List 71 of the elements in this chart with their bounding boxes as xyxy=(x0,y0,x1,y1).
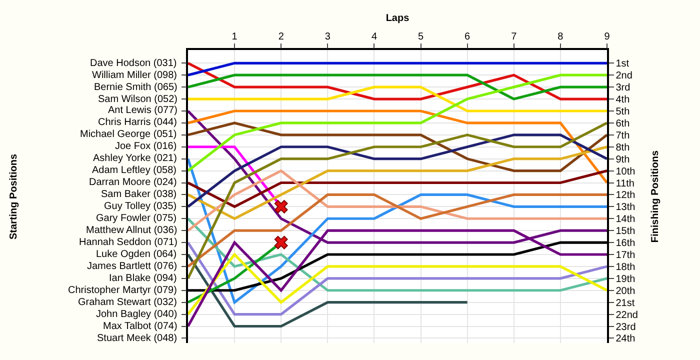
y-tick-label: 13th xyxy=(616,202,636,214)
y-tick-label: 15th xyxy=(616,226,636,238)
x-tick-label: 6 xyxy=(464,31,471,42)
y-tick-label: 10th xyxy=(616,166,636,178)
y-tick-label: 23rd xyxy=(616,322,636,333)
y-tick-label: 3rd xyxy=(616,82,630,94)
series-label: Ashley Yorke (021) xyxy=(93,153,177,164)
y-tick-label: 11th xyxy=(616,178,634,190)
x-tick-label: 2 xyxy=(278,31,284,42)
line-series xyxy=(188,241,607,316)
line-series xyxy=(188,122,607,172)
y-tick-label: 4th xyxy=(616,94,630,106)
line-series xyxy=(188,253,607,316)
text: Stuart Meek (048) xyxy=(97,333,178,344)
line-series xyxy=(188,146,607,220)
series-label: Dave Hodson (031) xyxy=(90,58,177,69)
y-tick-label: 7th xyxy=(616,130,630,142)
series-label: Christopher Martyr (079) xyxy=(68,285,177,296)
series-label: William Miller (098) xyxy=(92,70,178,81)
x-axis-title: Laps xyxy=(386,12,410,24)
line-series xyxy=(188,62,607,100)
series-label: Graham Stewart (032) xyxy=(78,297,177,308)
series-label: Ian Blake (094) xyxy=(109,273,177,284)
x-tick-label: 4 xyxy=(371,31,378,42)
series-label: Sam Baker (038) xyxy=(101,189,177,200)
series-label: Sam Wilson (052) xyxy=(98,94,178,105)
line-series xyxy=(188,193,607,268)
series-label: Max Talbot (074) xyxy=(103,321,178,332)
y-tick-label: 9th xyxy=(616,154,630,166)
y-tick-label: 17th xyxy=(616,250,636,261)
series-label: James Bartlett (076) xyxy=(87,261,178,272)
line-series xyxy=(188,134,607,208)
y-tick-label: 1st xyxy=(616,58,630,70)
y-tick-label: 18th xyxy=(616,262,636,273)
x-tick-label: 5 xyxy=(418,31,424,42)
y-tick-label: 19th xyxy=(616,274,636,285)
text: Starting Positions xyxy=(8,154,20,240)
line-series xyxy=(188,169,607,232)
series-label: Guy Tolley (035) xyxy=(104,201,177,212)
y-tick-label: 14th xyxy=(616,214,636,226)
y-tick-label: 12th xyxy=(616,190,636,202)
x-tick-label: 3 xyxy=(324,31,331,42)
line-series xyxy=(188,74,607,172)
x-tick-label: 8 xyxy=(558,31,564,42)
y-tick-label: 6th xyxy=(616,118,630,130)
series-label: Chris Harris (044) xyxy=(98,117,177,128)
series-label: Adam Leftley (058) xyxy=(92,165,176,176)
line-series xyxy=(188,217,607,292)
series-label: Bernie Smith (065) xyxy=(94,82,178,93)
y-tick-label: 2nd xyxy=(616,70,632,82)
y-tick-label: 20th xyxy=(616,286,636,297)
x-tick-label: 1 xyxy=(232,31,238,42)
line-series xyxy=(188,122,607,280)
series-label: Joe Fox (016) xyxy=(115,141,177,152)
y-tick-label: 22nd xyxy=(616,310,638,321)
y-tick-label: 24th xyxy=(616,334,636,345)
y-tick-label: 16th xyxy=(616,238,636,250)
series-label: Gary Fowler (075) xyxy=(96,213,177,224)
series-label: Hannah Seddon (071) xyxy=(79,237,178,248)
x-tick-label: 7 xyxy=(511,31,518,42)
x-tick-label: 9 xyxy=(604,31,610,42)
series-label: Luke Ogden (064) xyxy=(96,249,177,260)
series-label: Ant Lewis (077) xyxy=(108,105,178,116)
y-tick-label: 5th xyxy=(616,106,630,118)
series-label: Darran Moore (024) xyxy=(89,177,177,188)
y-tick-label: 21st xyxy=(616,298,635,309)
y2-axis-title: Finishing Positions xyxy=(650,150,661,243)
y-tick-label: 8th xyxy=(616,142,630,154)
series-label: John Bagley (040) xyxy=(96,309,178,320)
series-label: Michael George (051) xyxy=(80,129,177,140)
series-label: Matthew Allnut (036) xyxy=(86,225,178,236)
